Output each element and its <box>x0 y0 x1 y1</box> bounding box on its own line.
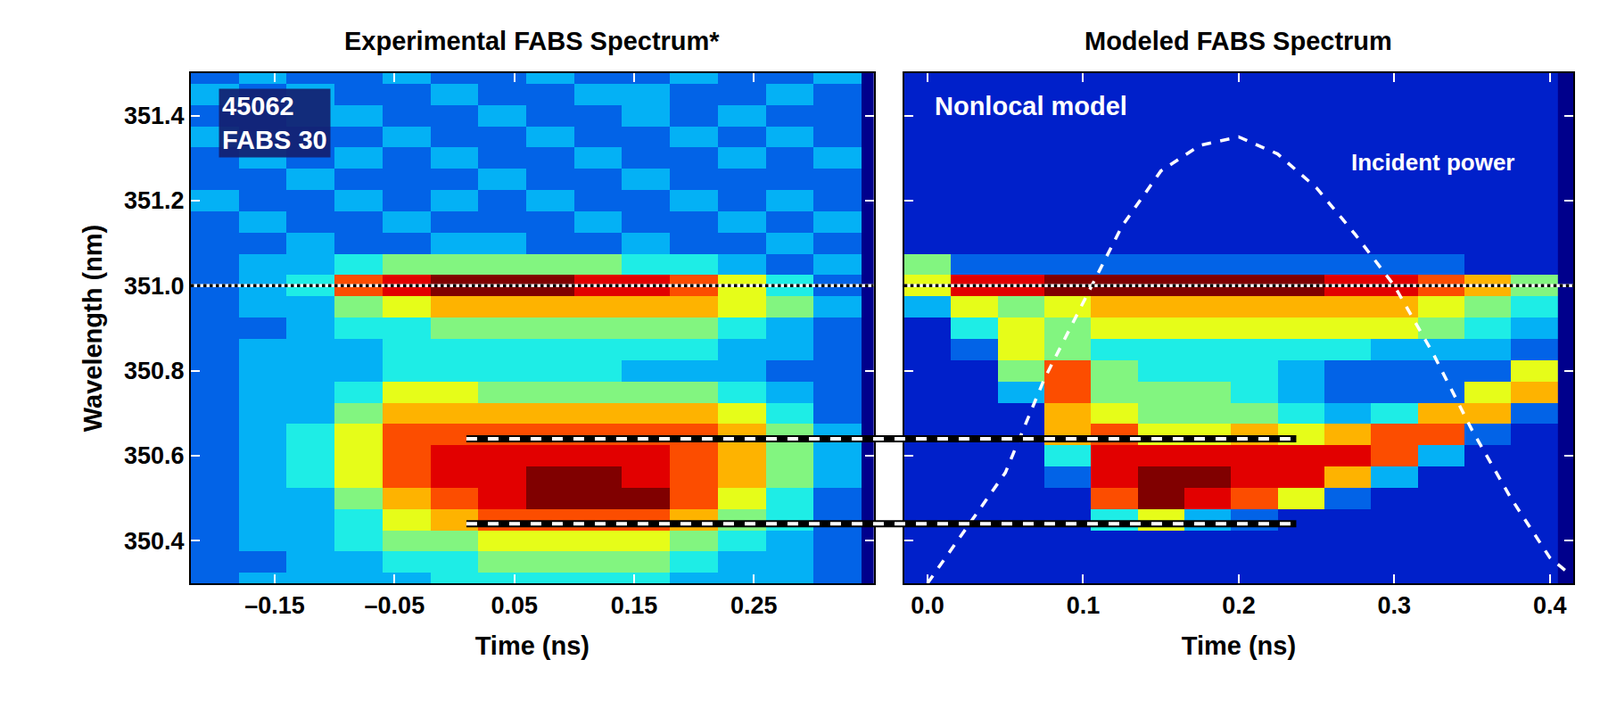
svg-text:0.15: 0.15 <box>610 592 659 619</box>
svg-text:0.1: 0.1 <box>1066 592 1101 619</box>
svg-text:350.8: 350.8 <box>123 357 185 385</box>
svg-text:351.2: 351.2 <box>123 187 185 215</box>
svg-text:Modeled FABS Spectrum: Modeled FABS Spectrum <box>1084 26 1393 56</box>
svg-text:351.0: 351.0 <box>123 272 185 300</box>
svg-text:350.6: 350.6 <box>123 442 185 470</box>
svg-text:Incident power: Incident power <box>1351 148 1515 176</box>
svg-text:45062FABS 30: 45062FABS 30 <box>222 91 328 155</box>
svg-text:Experimental FABS Spectrum*: Experimental FABS Spectrum* <box>344 26 720 56</box>
svg-text:–0.05: –0.05 <box>364 592 426 619</box>
svg-text:0.25: 0.25 <box>730 592 778 619</box>
svg-text:351.4: 351.4 <box>123 102 185 130</box>
svg-text:0.3: 0.3 <box>1377 592 1412 619</box>
svg-text:0.4: 0.4 <box>1533 592 1568 619</box>
svg-text:Time (ns): Time (ns) <box>1181 631 1296 660</box>
svg-text:0.2: 0.2 <box>1221 592 1256 619</box>
svg-text:0.05: 0.05 <box>490 592 538 619</box>
svg-text:–0.15: –0.15 <box>244 592 306 619</box>
svg-text:Nonlocal model: Nonlocal model <box>934 91 1128 121</box>
svg-text:350.4: 350.4 <box>123 527 185 555</box>
svg-text:Wavelength (nm): Wavelength (nm) <box>78 224 108 433</box>
svg-text:Time (ns): Time (ns) <box>475 631 590 660</box>
svg-text:0.0: 0.0 <box>910 592 945 619</box>
